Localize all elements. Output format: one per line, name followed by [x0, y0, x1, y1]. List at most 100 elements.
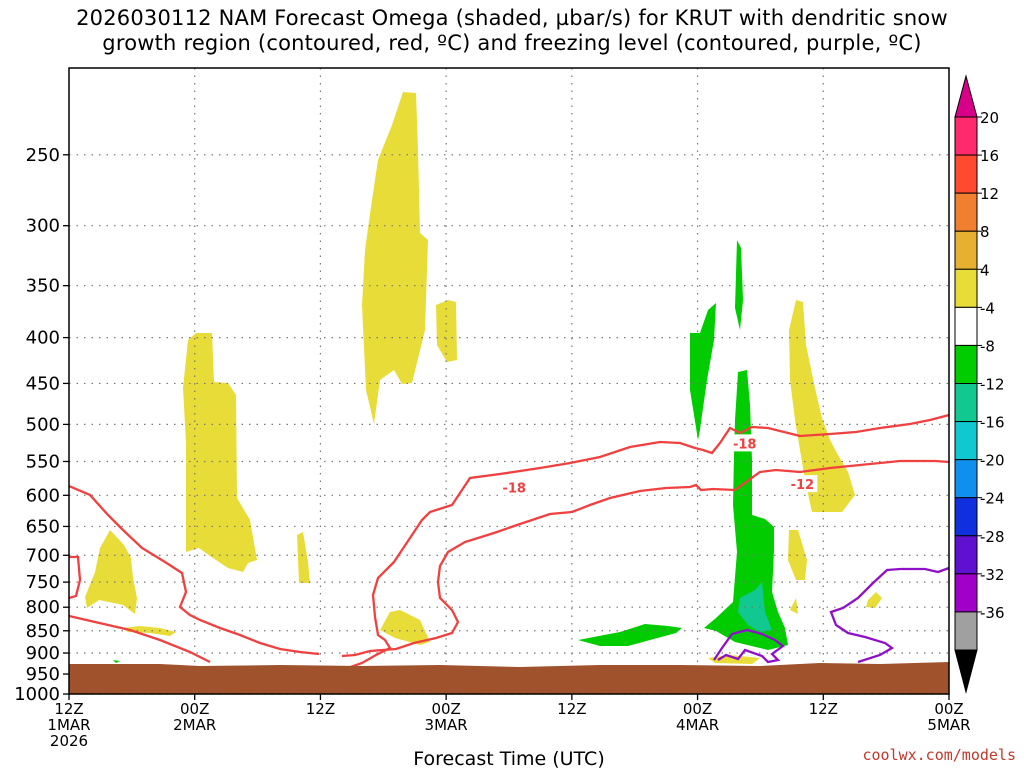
colorbar-swatch — [954, 611, 978, 651]
colorbar-label: -36 — [980, 604, 1005, 622]
omega-region — [113, 660, 120, 663]
y-tick-label: 1000 — [14, 684, 60, 705]
y-tick-label: 750 — [26, 572, 60, 593]
contour-label: -18 — [502, 481, 526, 496]
colorbar-overflow-high — [954, 74, 978, 118]
colorbar-label: -28 — [980, 528, 1005, 546]
credit-text: coolwx.com/models — [862, 746, 1016, 764]
x-tick-label: 12Z — [809, 700, 838, 718]
x-tick-label: 00Z — [180, 700, 209, 718]
contour-label-bg — [499, 478, 530, 496]
contour-line-purple — [713, 628, 785, 664]
chart-title-line2: growth region (contoured, red, ºC) and f… — [102, 31, 922, 55]
omega-region — [738, 582, 772, 632]
colorbar-label: -32 — [980, 566, 1005, 584]
omega-region — [380, 610, 430, 645]
y-tick-label: 500 — [26, 414, 60, 435]
x-tick-label: 12Z — [54, 700, 83, 718]
y-tick-label: 400 — [26, 328, 60, 349]
plot-frame — [68, 67, 950, 695]
x-tick-label: 12Z — [557, 700, 586, 718]
colorbar: 20 16 12 8 4 -4 -8 -12 -16 -20 -24 -28 -32 -36 — [954, 74, 1005, 694]
y-tick-label: 850 — [26, 621, 60, 642]
colorbar-label: -20 — [980, 452, 1005, 470]
omega-region — [704, 370, 788, 650]
omega-region — [122, 626, 176, 636]
contour-label-bg — [787, 475, 818, 493]
x-tick-label: 2MAR — [173, 716, 216, 734]
y-tick-label: 900 — [26, 643, 60, 664]
contour-line-red — [69, 614, 211, 664]
colorbar-label: 12 — [980, 185, 999, 203]
contour-line-purple — [829, 566, 949, 664]
y-tick-label: 550 — [26, 451, 60, 472]
colorbar-swatch — [954, 306, 978, 346]
x-tick-label: 2026 — [50, 732, 88, 750]
x-tick-label: 1MAR — [47, 716, 90, 734]
colorbar-swatch — [954, 421, 978, 461]
colorbar-swatch — [954, 383, 978, 423]
colorbar-label: -4 — [980, 299, 995, 317]
colorbar-overflow-low — [954, 649, 978, 694]
colorbar-label: 16 — [980, 147, 999, 165]
contour-label: -18 — [733, 437, 757, 452]
contour-line-red — [341, 413, 949, 672]
colorbar-label: 4 — [980, 261, 990, 279]
omega-region — [183, 333, 257, 572]
y-tick-label: 800 — [26, 597, 60, 618]
omega-region — [690, 303, 716, 440]
colorbar-swatch — [954, 192, 978, 232]
contour-label: -12 — [791, 478, 815, 493]
contour-label-bg — [729, 434, 760, 452]
y-tick-label: 250 — [26, 145, 60, 166]
y-tick-label: 950 — [26, 664, 60, 685]
x-tick-label: 00Z — [683, 700, 712, 718]
colorbar-label: -24 — [980, 490, 1005, 508]
omega-region — [790, 598, 798, 614]
x-tick-label: 12Z — [306, 700, 335, 718]
x-tick-label: 5MAR — [927, 716, 970, 734]
y-tick-label: 600 — [26, 485, 60, 506]
contour-line-red — [69, 555, 82, 600]
colorbar-swatch — [954, 459, 978, 499]
colorbar-swatch — [954, 116, 978, 156]
omega-region — [85, 530, 137, 614]
x-tick-label: 00Z — [431, 700, 460, 718]
omega-region — [297, 532, 310, 583]
omega-region — [362, 92, 428, 424]
x-tick-label: 3MAR — [425, 716, 468, 734]
contours — [69, 413, 949, 672]
x-axis-title: Forecast Time (UTC) — [413, 748, 604, 768]
y-tick-label: 300 — [26, 216, 60, 237]
omega-region — [866, 592, 882, 608]
colorbar-swatch — [954, 535, 978, 575]
colorbar-label: 20 — [980, 109, 999, 127]
colorbar-swatch — [954, 154, 978, 194]
chart-title-line1: 2026030112 NAM Forecast Omega (shaded, µ… — [76, 6, 948, 30]
omega-region — [735, 240, 743, 330]
y-tick-label: 450 — [26, 373, 60, 394]
y-tick-label: 700 — [26, 545, 60, 566]
x-tick-label: 00Z — [934, 700, 963, 718]
x-tick-label: 4MAR — [676, 716, 719, 734]
omega-shading — [85, 92, 882, 664]
chart-title: 2026030112 NAM Forecast Omega (shaded, µ… — [0, 6, 1024, 56]
contour-line-red — [69, 484, 320, 656]
contour-line-red — [341, 459, 949, 658]
surface-terrain — [69, 662, 949, 694]
omega-region — [789, 300, 855, 512]
colorbar-label: -8 — [980, 337, 995, 355]
colorbar-swatch — [954, 230, 978, 270]
colorbar-label: 8 — [980, 223, 990, 241]
colorbar-swatch — [954, 344, 978, 384]
colorbar-label: -16 — [980, 414, 1005, 432]
colorbar-swatch — [954, 268, 978, 308]
y-axis: 2503003504004505005506006507007508008509… — [14, 145, 69, 705]
colorbar-label: -12 — [980, 376, 1005, 394]
y-tick-label: 650 — [26, 516, 60, 537]
colorbar-swatch — [954, 573, 978, 613]
y-tick-label: 350 — [26, 276, 60, 297]
colorbar-swatch — [954, 497, 978, 537]
